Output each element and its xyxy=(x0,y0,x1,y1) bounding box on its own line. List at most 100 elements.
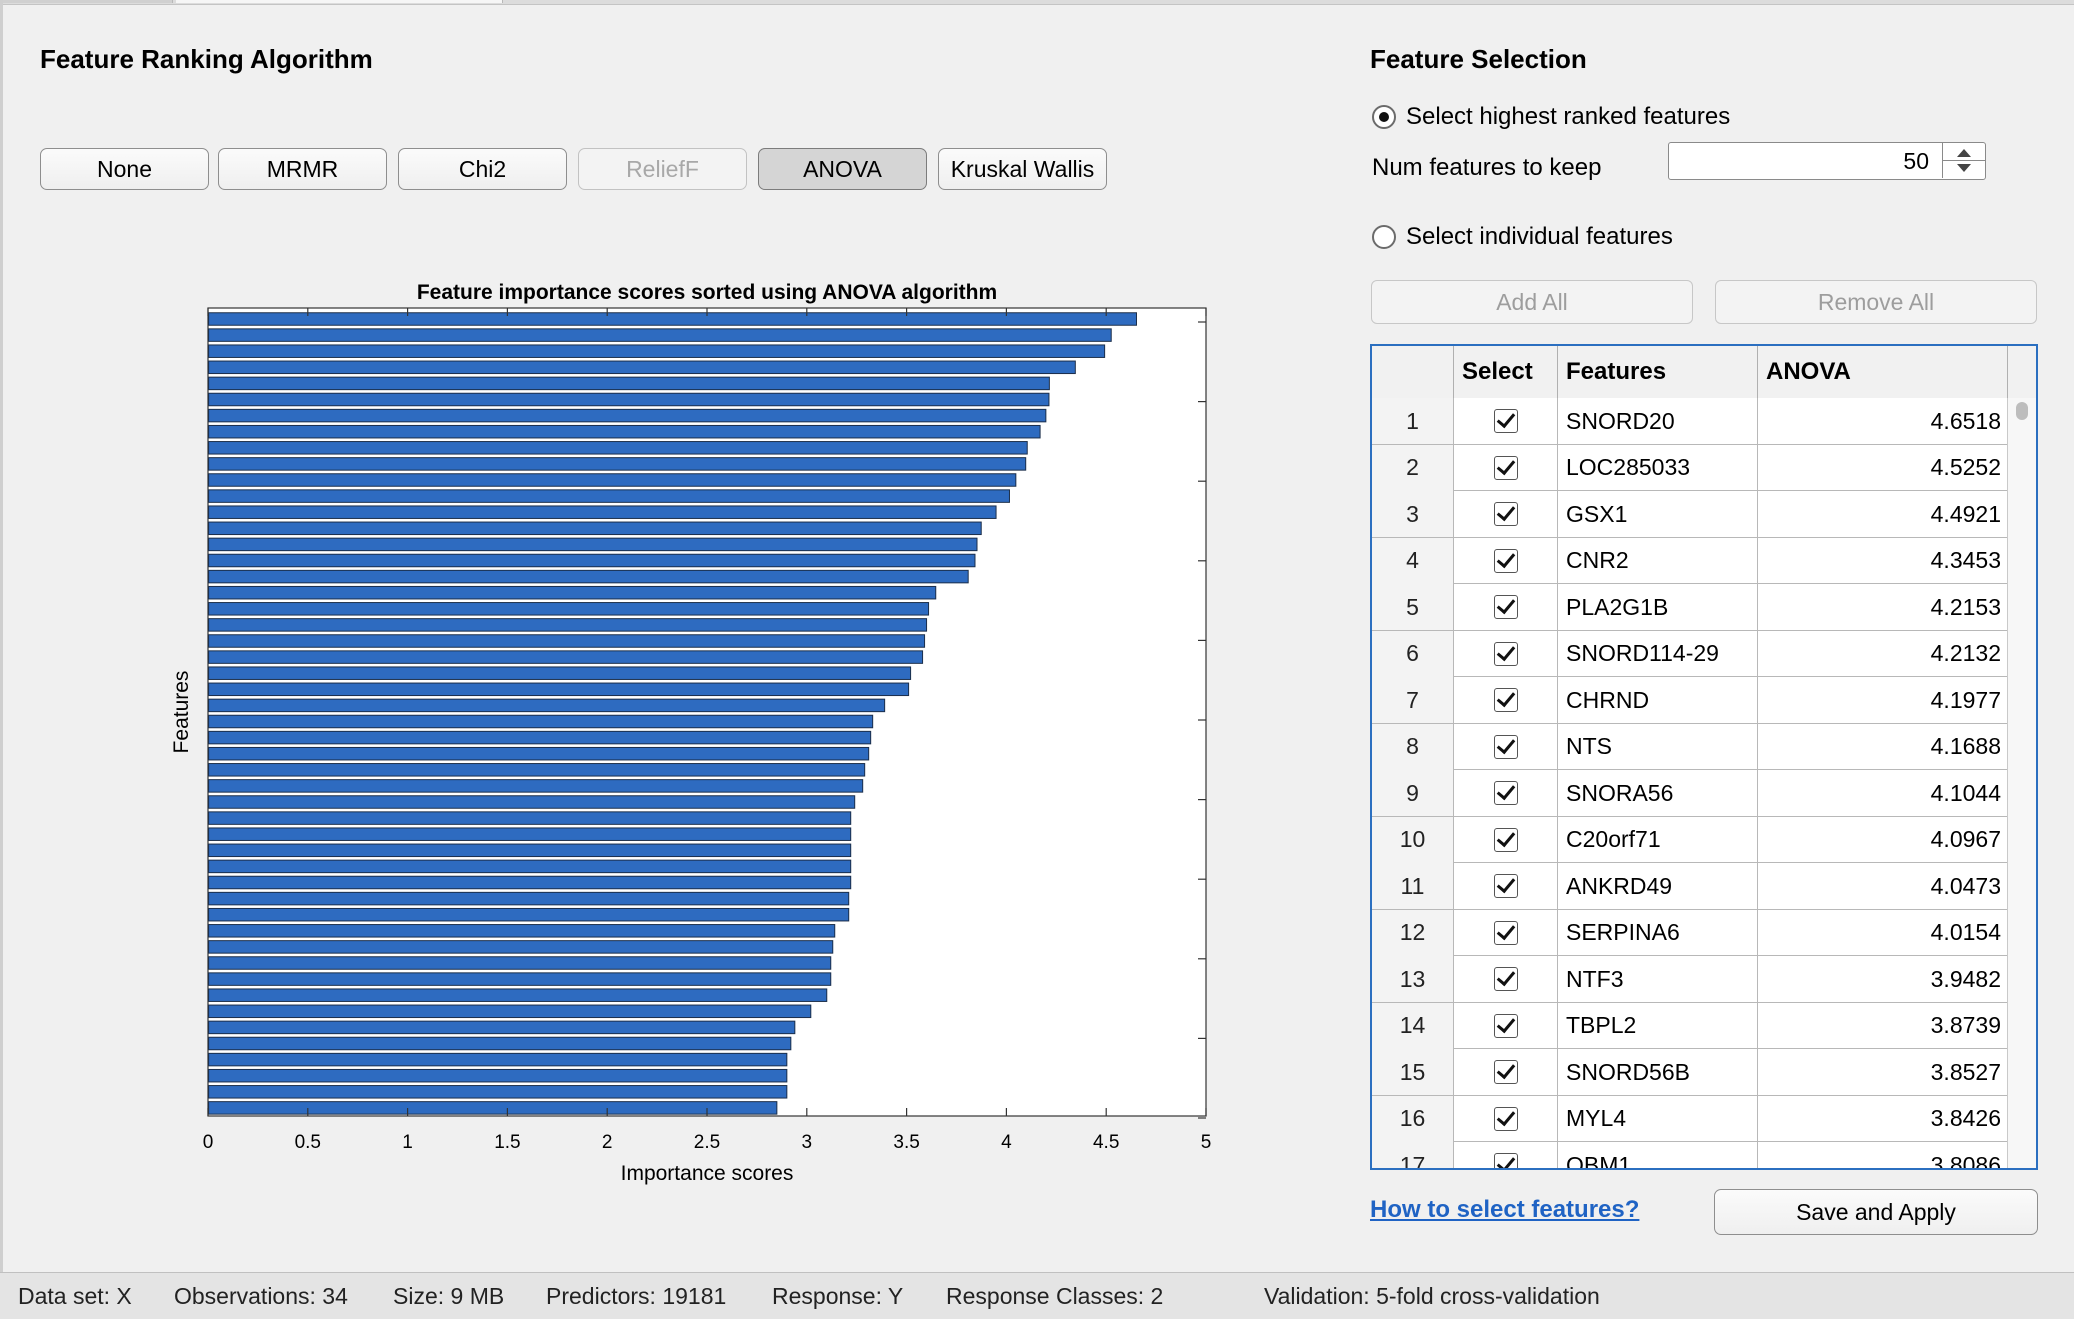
bar-29 xyxy=(208,763,866,777)
row-select-cell[interactable] xyxy=(1454,491,1558,537)
row-select-cell[interactable] xyxy=(1454,770,1558,816)
table-row[interactable]: 11 ANKRD49 4.0473 xyxy=(1372,863,2008,910)
table-row[interactable]: 5 PLA2G1B 4.2153 xyxy=(1372,584,2008,631)
bar-30 xyxy=(208,779,864,793)
row-select-cell[interactable] xyxy=(1454,444,1558,491)
table-row[interactable]: 14 TBPL2 3.8739 xyxy=(1372,1002,2008,1049)
row-checkbox[interactable] xyxy=(1493,548,1518,573)
anova-button[interactable]: ANOVA xyxy=(758,148,927,190)
row-checkbox[interactable] xyxy=(1493,827,1518,852)
row-select-cell[interactable] xyxy=(1454,1002,1558,1049)
features-table: Select Features ANOVA 1 SNORD20 4.6518 2 LOC… xyxy=(1370,344,2038,1170)
spinner-arrows[interactable] xyxy=(1942,143,1985,178)
save-and-apply-button[interactable]: Save and Apply xyxy=(1714,1189,2038,1235)
row-select-cell[interactable] xyxy=(1454,723,1558,770)
relieff-button[interactable]: ReliefF xyxy=(578,148,747,190)
header-anova[interactable]: ANOVA xyxy=(1758,346,2008,398)
spinner-up-icon[interactable] xyxy=(1957,149,1971,157)
row-checkbox[interactable] xyxy=(1493,1153,1518,1168)
none-button[interactable]: None xyxy=(40,148,209,190)
row-anova-score: 4.0967 xyxy=(1758,816,2008,863)
row-select-cell[interactable] xyxy=(1454,1142,1558,1168)
row-checkbox[interactable] xyxy=(1493,967,1518,991)
row-index: 4 xyxy=(1372,537,1454,584)
row-feature-name: MYL4 xyxy=(1558,1095,1758,1142)
table-row[interactable]: 17 OBM1 3.8086 xyxy=(1372,1142,2008,1168)
header-features[interactable]: Features xyxy=(1558,346,1758,398)
row-checkbox[interactable] xyxy=(1493,920,1518,945)
table-row[interactable]: 3 GSX1 4.4921 xyxy=(1372,491,2008,538)
row-checkbox[interactable] xyxy=(1493,1106,1518,1131)
row-anova-score: 4.1688 xyxy=(1758,723,2008,770)
spinner-divider xyxy=(1943,160,1985,161)
radio-highest-ranked[interactable]: Select highest ranked features xyxy=(1372,103,1730,131)
row-select-cell[interactable] xyxy=(1454,398,1558,444)
row-select-cell[interactable] xyxy=(1454,816,1558,863)
num-features-value[interactable]: 50 xyxy=(1903,148,1929,174)
radio-highest-indicator[interactable] xyxy=(1372,105,1396,129)
row-select-cell[interactable] xyxy=(1454,909,1558,956)
table-row[interactable]: 9 SNORA56 4.1044 xyxy=(1372,770,2008,817)
row-checkbox[interactable] xyxy=(1493,781,1518,805)
spinner-down-icon[interactable] xyxy=(1957,164,1971,172)
row-checkbox[interactable] xyxy=(1493,502,1518,526)
how-to-select-features-link[interactable]: How to select features? xyxy=(1370,1196,1640,1223)
row-checkbox[interactable] xyxy=(1493,409,1518,433)
x-tick-label: 5 xyxy=(1201,1132,1212,1153)
row-select-cell[interactable] xyxy=(1454,677,1558,723)
row-checkbox[interactable] xyxy=(1493,734,1518,759)
radio-individual-indicator[interactable] xyxy=(1372,225,1396,249)
table-row[interactable]: 4 CNR2 4.3453 xyxy=(1372,537,2008,584)
row-select-cell[interactable] xyxy=(1454,1095,1558,1142)
kruskal-wallis-button[interactable]: Kruskal Wallis xyxy=(938,148,1107,190)
table-row[interactable]: 1 SNORD20 4.6518 xyxy=(1372,398,2008,445)
x-tick-label: 2.5 xyxy=(694,1132,720,1153)
header-select[interactable]: Select xyxy=(1454,346,1558,398)
row-checkbox[interactable] xyxy=(1493,641,1518,666)
x-ticks-group: 0 0.5 1 1.5 2 2.5 3 3.5 4 4.5 5 xyxy=(203,308,1212,1153)
row-select-cell[interactable] xyxy=(1454,537,1558,584)
table-row[interactable]: 2 LOC285033 4.5252 xyxy=(1372,444,2008,491)
bar-4 xyxy=(208,360,1076,375)
table-scrollbar[interactable] xyxy=(2007,398,2036,1168)
bar-44 xyxy=(208,1004,812,1019)
row-index: 3 xyxy=(1372,491,1454,537)
radio-individual[interactable]: Select individual features xyxy=(1372,223,1673,251)
table-row[interactable]: 7 CHRND 4.1977 xyxy=(1372,677,2008,724)
table-row[interactable]: 13 NTF3 3.9482 xyxy=(1372,956,2008,1003)
row-checkbox[interactable] xyxy=(1493,595,1518,619)
row-checkbox[interactable] xyxy=(1493,455,1518,480)
row-anova-score: 4.0473 xyxy=(1758,863,2008,909)
table-row[interactable]: 8 NTS 4.1688 xyxy=(1372,723,2008,770)
add-all-button[interactable]: Add All xyxy=(1371,280,1693,324)
row-feature-name: TBPL2 xyxy=(1558,1002,1758,1049)
table-row[interactable]: 16 MYL4 3.8426 xyxy=(1372,1095,2008,1142)
row-select-cell[interactable] xyxy=(1454,863,1558,909)
bar-12 xyxy=(208,489,1010,503)
row-select-cell[interactable] xyxy=(1454,630,1558,677)
top-tab-previous[interactable] xyxy=(0,0,173,3)
table-row[interactable]: 12 SERPINA6 4.0154 xyxy=(1372,909,2008,956)
row-checkbox[interactable] xyxy=(1493,1060,1518,1084)
table-row[interactable]: 10 C20orf71 4.0967 xyxy=(1372,816,2008,863)
chi2-button[interactable]: Chi2 xyxy=(398,148,567,190)
row-select-cell[interactable] xyxy=(1454,584,1558,630)
status-predictors: Predictors: 19181 xyxy=(546,1283,727,1309)
row-index: 14 xyxy=(1372,1002,1454,1049)
row-checkbox[interactable] xyxy=(1493,874,1518,898)
remove-all-button[interactable]: Remove All xyxy=(1715,280,2037,324)
x-tick-label: 3 xyxy=(802,1132,813,1153)
x-axis-label: Importance scores xyxy=(621,1162,794,1185)
mrmr-button[interactable]: MRMR xyxy=(218,148,387,190)
x-tick-label: 2 xyxy=(602,1132,613,1153)
row-select-cell[interactable] xyxy=(1454,1049,1558,1095)
table-scrollbar-thumb[interactable] xyxy=(2016,402,2028,420)
table-row[interactable]: 15 SNORD56B 3.8527 xyxy=(1372,1049,2008,1096)
row-select-cell[interactable] xyxy=(1454,956,1558,1002)
num-features-spinner[interactable]: 50 xyxy=(1668,142,1986,180)
row-checkbox[interactable] xyxy=(1493,1013,1518,1038)
table-row[interactable]: 6 SNORD114-29 4.2132 xyxy=(1372,630,2008,677)
top-tab-active[interactable] xyxy=(176,0,503,3)
row-checkbox[interactable] xyxy=(1493,688,1518,712)
x-tick-label: 0 xyxy=(203,1132,214,1153)
